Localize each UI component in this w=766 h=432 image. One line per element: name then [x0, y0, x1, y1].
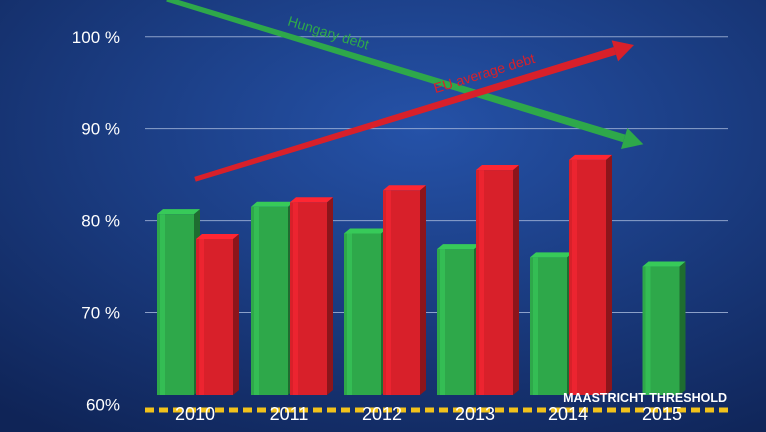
- arrow-head: [611, 40, 634, 62]
- hungary-trend-arrow: [166, 0, 644, 149]
- bar-side: [233, 233, 239, 395]
- bar-top: [437, 244, 480, 250]
- y-tick-label: 80 %: [81, 212, 120, 231]
- y-tick-label: 60%: [86, 395, 120, 414]
- bar-top: [383, 185, 426, 191]
- bar-highlight: [386, 190, 391, 395]
- arrow-shaft: [166, 0, 626, 143]
- x-tick-label: 2012: [362, 404, 402, 424]
- x-tick-label: 2015: [642, 404, 682, 424]
- bar-hungary-2012: [344, 228, 387, 395]
- x-tick-label: 2014: [548, 404, 588, 424]
- bar-highlight: [440, 249, 445, 395]
- arrow-shaft: [194, 47, 617, 182]
- y-tick-label: 100 %: [72, 28, 120, 47]
- bar-eu-2012: [383, 185, 426, 395]
- bar-top: [476, 165, 519, 171]
- bar-top: [530, 252, 573, 258]
- bar-highlight: [347, 233, 352, 395]
- bar-hungary-2010: [157, 209, 200, 395]
- bar-hungary-2015: [642, 261, 686, 395]
- threshold-label: MAASTRICHT THRESHOLD: [563, 391, 727, 405]
- bar-top: [344, 228, 387, 234]
- bar-eu-2011: [290, 197, 333, 395]
- bar-eu-2010: [196, 233, 239, 395]
- arrow-head: [620, 127, 644, 149]
- bar-top: [251, 201, 294, 207]
- bar-side: [513, 165, 519, 395]
- bar-side: [679, 261, 686, 395]
- bar-top: [290, 197, 333, 203]
- bar-highlight: [479, 170, 484, 395]
- bar-side: [327, 197, 333, 395]
- bar-side: [420, 185, 426, 395]
- y-tick-label: 70 %: [81, 304, 120, 323]
- bar-highlight: [199, 238, 204, 395]
- bar-hungary-2013: [437, 244, 480, 395]
- bar-highlight: [254, 206, 259, 395]
- bar-eu-2014: [569, 154, 612, 395]
- bar-eu-2013: [476, 165, 519, 395]
- eu-trend-arrow: [194, 40, 634, 182]
- y-tick-label: 90 %: [81, 120, 120, 139]
- bar-highlight: [645, 266, 651, 395]
- x-tick-label: 2013: [455, 404, 495, 424]
- bar-top: [157, 209, 200, 215]
- x-tick-label: 2011: [270, 404, 309, 424]
- bar-top: [196, 233, 239, 239]
- bar-hungary-2011: [251, 201, 294, 395]
- bar-side: [606, 154, 612, 395]
- bar-highlight: [572, 159, 577, 395]
- bar-highlight: [160, 214, 165, 395]
- bar-top: [642, 261, 686, 267]
- bar-top: [569, 154, 612, 160]
- bar-highlight: [533, 257, 538, 395]
- x-tick-label: 2010: [175, 404, 215, 424]
- bar-highlight: [293, 202, 298, 395]
- bar-hungary-2014: [530, 252, 573, 395]
